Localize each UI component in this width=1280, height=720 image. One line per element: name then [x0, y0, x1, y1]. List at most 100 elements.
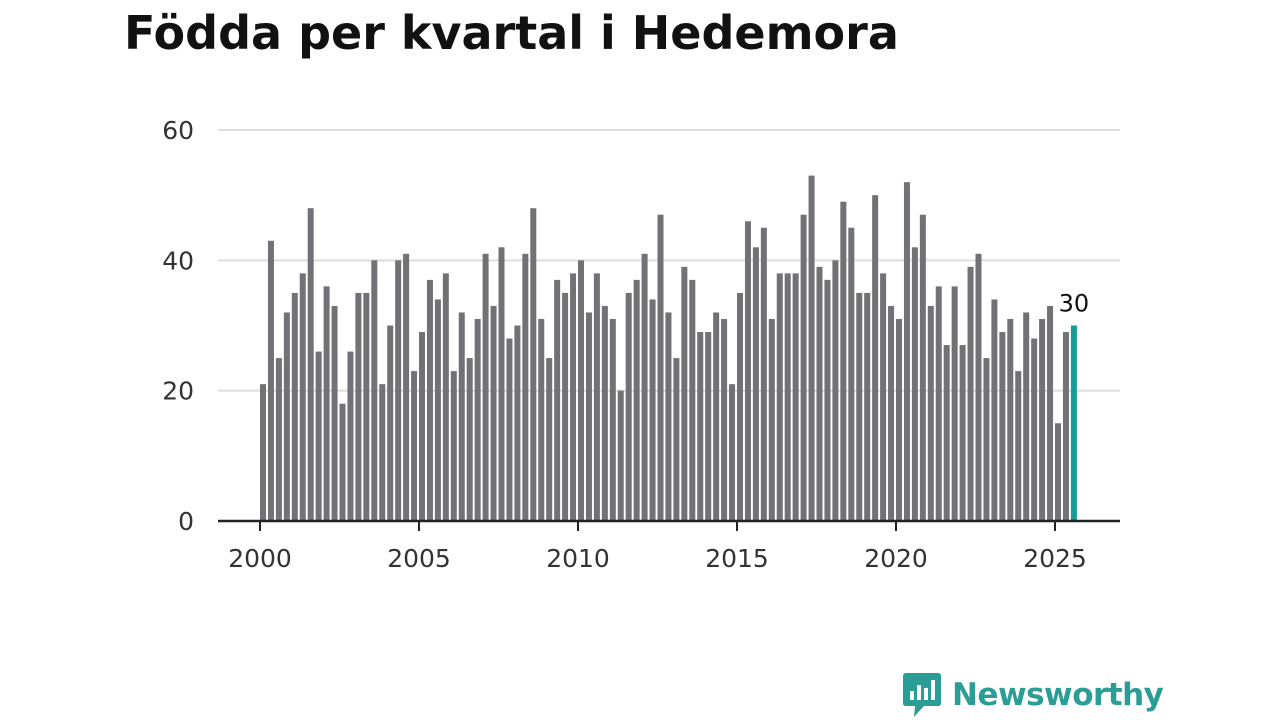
- bar: [649, 299, 656, 521]
- bar: [752, 247, 759, 522]
- bar: [792, 273, 799, 521]
- bar-highlight: [1070, 325, 1077, 521]
- bar: [578, 260, 584, 521]
- bar: [665, 312, 672, 521]
- bar: [331, 305, 338, 521]
- bar: [951, 286, 958, 521]
- bar: [570, 273, 577, 521]
- bar: [323, 286, 330, 521]
- bar: [824, 279, 831, 521]
- bar: [1031, 338, 1038, 521]
- bar: [403, 253, 410, 522]
- bar: [1039, 318, 1046, 521]
- bar: [434, 299, 441, 521]
- bar: [697, 332, 704, 521]
- bar: [641, 253, 648, 522]
- bar: [832, 260, 839, 521]
- bar: [371, 260, 378, 521]
- bar: [888, 305, 895, 521]
- bar: [760, 227, 767, 521]
- bar: [395, 260, 402, 521]
- bar: [355, 292, 362, 521]
- bar: [506, 338, 513, 521]
- bar: [705, 332, 712, 521]
- bar: [673, 358, 680, 521]
- bar: [935, 286, 942, 521]
- bar: [554, 279, 561, 521]
- bar: [609, 318, 616, 521]
- bar: [800, 214, 807, 521]
- bar: [864, 292, 871, 521]
- bar: [784, 273, 791, 521]
- bar: [768, 318, 775, 521]
- bar: [474, 318, 481, 521]
- x-tick-label: 2020: [864, 544, 928, 573]
- x-tick-label: 2010: [546, 544, 610, 573]
- bar: [856, 292, 863, 521]
- y-tick-label: 60: [162, 116, 194, 145]
- bar: [896, 318, 902, 521]
- bar: [729, 384, 736, 521]
- bar: [848, 227, 855, 521]
- bar: [387, 325, 394, 521]
- bar: [943, 345, 950, 521]
- bar: [419, 332, 425, 521]
- bar: [538, 318, 545, 521]
- bar: [458, 312, 465, 521]
- bar: [260, 384, 266, 521]
- tick-labels: 0 20 40 60 30 2000 2005 2010 2015 2020 2025: [162, 116, 1089, 573]
- bar: [291, 292, 298, 521]
- y-tick-label: 40: [162, 246, 194, 275]
- bar-data-label: 30: [1059, 290, 1090, 318]
- bar: [967, 266, 974, 521]
- bar: [307, 208, 314, 521]
- bar: [562, 292, 569, 521]
- bar: [379, 384, 386, 521]
- bar: [601, 305, 608, 521]
- bar: [617, 390, 624, 521]
- bar: [633, 279, 640, 521]
- bar: [450, 371, 457, 521]
- bar: [975, 253, 982, 522]
- bar: [1007, 318, 1014, 521]
- bar: [442, 273, 449, 521]
- x-tick-label: 2005: [387, 544, 451, 573]
- bar: [283, 312, 290, 521]
- bar: [363, 292, 370, 521]
- bar: [872, 195, 879, 521]
- bar: [1062, 332, 1069, 521]
- axes: [218, 519, 1120, 531]
- bar: [991, 299, 998, 521]
- y-tick-label: 20: [162, 377, 194, 406]
- bar: [267, 240, 274, 522]
- bar: [593, 273, 600, 521]
- bar: [522, 253, 529, 522]
- bar: [776, 273, 783, 521]
- bar: [808, 175, 815, 521]
- bar: [426, 279, 433, 521]
- bar: [713, 312, 720, 521]
- bar: [482, 253, 489, 522]
- bar: [959, 345, 966, 521]
- x-tick-label: 2015: [705, 544, 769, 573]
- bar: [999, 332, 1006, 521]
- bar: [490, 305, 497, 521]
- bar: [657, 214, 664, 521]
- bar: [339, 403, 346, 521]
- x-tick-label: 2025: [1023, 544, 1087, 573]
- bar: [927, 305, 934, 521]
- newsworthy-logo-icon: [903, 673, 941, 717]
- bar: [411, 371, 418, 521]
- bar: [1023, 312, 1030, 521]
- bar: [681, 266, 688, 521]
- bar: [498, 247, 505, 522]
- bar: [466, 358, 473, 521]
- bar: [347, 351, 354, 521]
- bar: [1047, 305, 1054, 521]
- bar: [903, 182, 910, 521]
- bars: [260, 175, 1077, 522]
- bar: [816, 266, 823, 521]
- bar: [1055, 423, 1061, 521]
